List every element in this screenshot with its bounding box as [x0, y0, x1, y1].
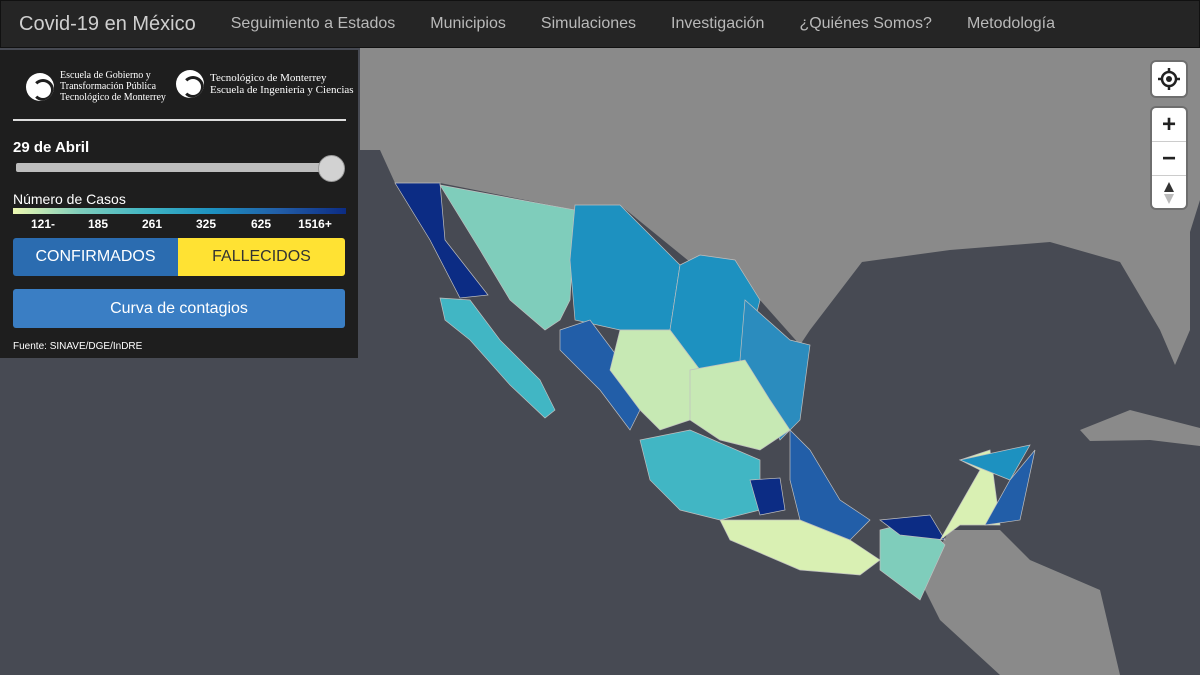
legend-label: 625	[250, 217, 272, 231]
land-cuba	[1080, 410, 1200, 446]
nav-link[interactable]: ¿Quiénes Somos?	[799, 15, 932, 32]
compass[interactable]	[1152, 176, 1186, 209]
logo-line: Escuela de Gobierno y	[60, 70, 151, 81]
zoom-out[interactable]: −	[1152, 142, 1186, 176]
state	[939, 449, 1001, 541]
zoom-controls: + −	[1152, 108, 1186, 208]
divider	[13, 119, 346, 121]
nav-link[interactable]: Municipios	[430, 15, 506, 32]
logo-right: Tecnológico de Monterrey Escuela de Inge…	[176, 70, 354, 98]
nav-link[interactable]: Seguimiento a Estados	[230, 15, 396, 32]
logo-line: Tecnológico de Monterrey	[210, 72, 327, 84]
logo-line: Transformación Pública	[60, 81, 157, 92]
source-note: Fuente: SINAVE/DGE/InDRE	[13, 341, 143, 352]
deaths-button[interactable]: FALLECIDOS	[178, 238, 345, 276]
state	[789, 429, 871, 541]
legend-label: 325	[195, 217, 217, 231]
land-central-america	[920, 530, 1120, 675]
confirmed-button[interactable]: CONFIRMADOS	[13, 238, 178, 276]
control-panel: Escuela de Gobierno y Transformación Púb…	[0, 50, 358, 358]
nav-link[interactable]: Investigación	[671, 15, 765, 32]
state	[984, 449, 1036, 526]
locate-icon	[1158, 68, 1180, 90]
compass-icon	[1164, 181, 1174, 204]
curve-button[interactable]: Curva de contagios	[13, 289, 345, 328]
legend-label: 261	[141, 217, 163, 231]
state	[609, 329, 701, 431]
legend-label: 1516+	[298, 217, 332, 231]
mexico-states	[394, 182, 1036, 601]
state	[879, 514, 946, 541]
logo-seal	[26, 72, 54, 101]
logo-text: Tecnológico de Monterrey Escuela de Inge…	[210, 72, 354, 96]
logo-text: Escuela de Gobierno y Transformación Púb…	[60, 70, 166, 103]
state	[394, 182, 489, 299]
state	[639, 429, 761, 521]
logo-line: Escuela de Ingeniería y Ciencias	[210, 84, 354, 96]
slider-track[interactable]	[16, 163, 332, 172]
logo-seal	[176, 70, 204, 98]
state	[439, 297, 556, 419]
legend-label: 185	[87, 217, 109, 231]
zoom-in[interactable]: +	[1152, 108, 1186, 142]
logo-left: Escuela de Gobierno y Transformación Púb…	[26, 70, 166, 103]
legend-title: Número de Casos	[13, 191, 126, 207]
state	[559, 319, 641, 431]
nav-link[interactable]: Metodología	[966, 15, 1056, 32]
legend-gradient	[13, 208, 346, 214]
state	[689, 359, 791, 451]
legend-label: 121-	[30, 217, 56, 231]
brand[interactable]: Covid-19 en México	[19, 12, 196, 35]
land-usa	[360, 48, 1200, 365]
logo-line: Tecnológico de Monterrey	[60, 92, 166, 103]
navbar: Covid-19 en México Seguimiento a Estados…	[0, 0, 1200, 48]
state	[749, 477, 786, 516]
date-label: 29 de Abril	[13, 139, 90, 156]
nav-link[interactable]: Simulaciones	[540, 15, 637, 32]
locate-button[interactable]	[1152, 62, 1186, 96]
slider-knob[interactable]	[318, 155, 345, 182]
